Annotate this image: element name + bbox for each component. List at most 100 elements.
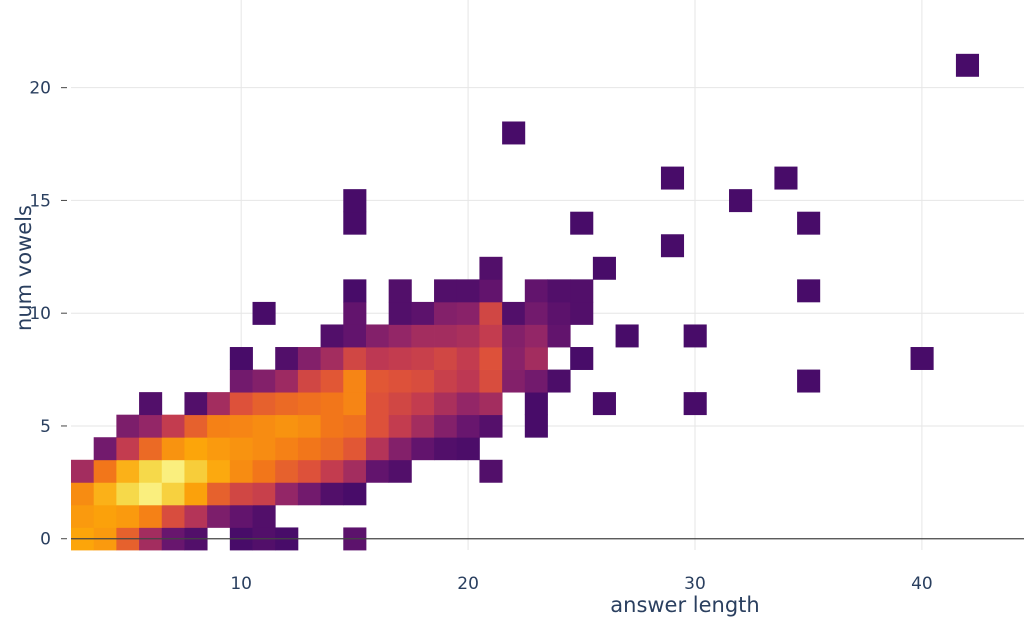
heatmap-cell: [434, 369, 458, 393]
heatmap-cell: [275, 392, 299, 416]
heatmap-cell: [343, 437, 367, 461]
heatmap-cell: [207, 482, 231, 506]
heatmap-cell: [479, 301, 503, 325]
heatmap-cell: [252, 437, 276, 461]
heatmap-cell: [411, 369, 435, 393]
heatmap-cell: [116, 459, 140, 483]
heatmap-cell: [456, 392, 480, 416]
heatmap-cell: [547, 324, 571, 348]
heatmap-cell: [229, 459, 253, 483]
x-axis-title: answer length: [610, 593, 759, 617]
heatmap-cell: [411, 414, 435, 438]
heatmap-cell: [729, 189, 753, 213]
heatmap-cell: [502, 324, 526, 348]
heatmap-cell: [456, 414, 480, 438]
heatmap-cell: [524, 301, 548, 325]
heatmap-cell: [252, 392, 276, 416]
heatmap-cell: [502, 301, 526, 325]
heatmap-cell: [388, 301, 412, 325]
heatmap-cell: [910, 347, 934, 370]
heatmap-cell: [343, 482, 367, 506]
heatmap-cell: [955, 53, 980, 77]
heatmap-cell: [570, 279, 594, 303]
heatmap-cell: [456, 347, 480, 370]
heatmap-cell: [547, 279, 571, 303]
heatmap-cell: [434, 392, 458, 416]
heatmap-cell: [388, 392, 412, 416]
heatmap-cell: [252, 504, 276, 528]
heatmap-cell: [252, 414, 276, 438]
heatmap-cell: [139, 482, 163, 506]
heatmap-cell: [93, 459, 117, 483]
heatmap-cell: [479, 392, 503, 416]
y-tick-label: 10: [29, 304, 51, 324]
heatmap-cell: [275, 347, 299, 370]
heatmap-cell: [343, 279, 367, 303]
heatmap-cell: [570, 347, 594, 370]
heatmap-cell: [139, 414, 163, 438]
x-tick-label: 10: [230, 574, 252, 594]
heatmap-cell: [343, 459, 367, 483]
heatmap-cell: [93, 437, 117, 461]
heatmap-cell: [365, 347, 390, 370]
heatmap-cell: [207, 414, 231, 438]
heatmap-cell: [524, 414, 548, 438]
heatmap-cell: [275, 459, 299, 483]
heatmap-cell: [71, 504, 95, 528]
heatmap-cell: [479, 279, 503, 303]
heatmap-cell: [502, 347, 526, 370]
heatmap-cell: [411, 392, 435, 416]
heatmap-cell: [456, 437, 480, 461]
heatmap-cell: [275, 437, 299, 461]
y-tick-label: 5: [40, 417, 51, 437]
x-tick-label: 30: [684, 574, 706, 594]
heatmap-cell: [161, 414, 185, 438]
heatmap-cell: [116, 414, 140, 438]
x-axis-ticks: 10 20 30 40: [230, 574, 932, 594]
heatmap-cell: [116, 437, 140, 461]
heatmap-cell: [797, 211, 821, 235]
heatmap-cell: [320, 392, 344, 416]
heatmap-cell: [116, 504, 140, 528]
heatmap-cell: [411, 347, 435, 370]
heatmap-cell: [139, 504, 163, 528]
heatmap-cell: [365, 369, 390, 393]
heatmap-cell: [297, 482, 321, 506]
heatmap-cell: [252, 482, 276, 506]
heatmap-cell: [411, 301, 435, 325]
heatmap-cell: [388, 437, 412, 461]
heatmap-cell: [184, 504, 208, 528]
y-tick-label: 0: [40, 530, 51, 550]
heatmap-cell: [229, 437, 253, 461]
heatmap-cell: [343, 347, 367, 370]
heatmap-cell: [434, 437, 458, 461]
heatmap-cell: [365, 459, 390, 483]
heatmap-cell: [524, 347, 548, 370]
heatmap-cell: [456, 279, 480, 303]
heatmap-cell: [479, 459, 503, 483]
heatmap-cell: [297, 369, 321, 393]
heatmap-cell: [343, 369, 367, 393]
heatmap-cell: [683, 392, 707, 416]
heatmap-cell: [320, 482, 344, 506]
heatmap-cell: [524, 279, 548, 303]
heatmap-cell: [479, 369, 503, 393]
heatmap-cell: [797, 279, 821, 303]
heatmap-cell: [184, 482, 208, 506]
heatmap-cell: [434, 347, 458, 370]
heatmap-cell: [139, 459, 163, 483]
heatmap-cell: [275, 482, 299, 506]
heatmap-cell: [320, 437, 344, 461]
heatmap-cell: [275, 414, 299, 438]
heatmap-cell: [275, 369, 299, 393]
heatmap-cell: [434, 324, 458, 348]
heatmap-cell: [388, 414, 412, 438]
heatmap-cell: [252, 459, 276, 483]
heatmap-cell: [229, 414, 253, 438]
heatmap-cell: [343, 414, 367, 438]
heatmap-cell: [71, 459, 95, 483]
heatmap-cell: [456, 301, 480, 325]
heatmap-cell: [184, 414, 208, 438]
heatmap-cell: [479, 324, 503, 348]
heatmap-cell: [547, 301, 571, 325]
